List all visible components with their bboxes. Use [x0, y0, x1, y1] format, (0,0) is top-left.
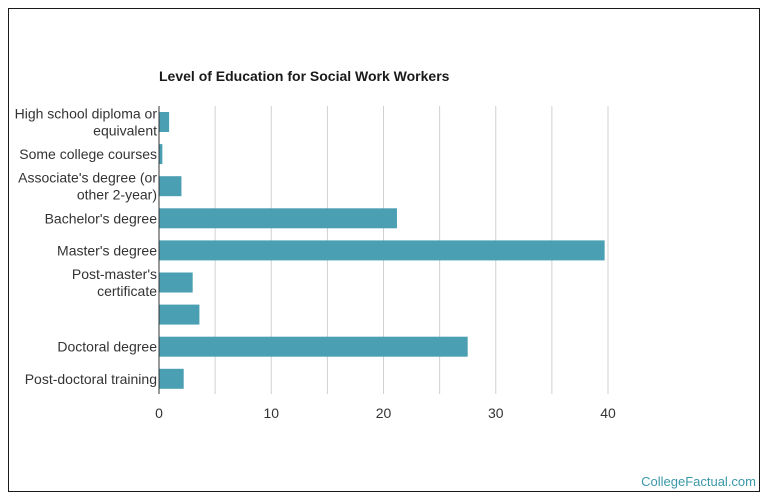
bar	[159, 144, 163, 165]
category-label: Master's degree	[57, 242, 157, 258]
bar	[159, 176, 182, 197]
bar	[159, 368, 184, 389]
x-tick-label: 40	[600, 405, 616, 421]
chart-title: Level of Education for Social Work Worke…	[159, 68, 450, 84]
bar	[159, 240, 605, 261]
bar	[159, 336, 468, 357]
bar	[159, 272, 193, 293]
credit-link[interactable]: CollegeFactual.com	[641, 474, 756, 489]
category-label: Post-master's	[72, 266, 157, 282]
bars	[159, 112, 605, 389]
category-label: equivalent	[93, 123, 157, 139]
bar	[159, 304, 200, 325]
category-label: Associate's degree (or	[18, 170, 157, 186]
category-label: Some college courses	[19, 146, 157, 162]
x-tick-label: 20	[376, 405, 392, 421]
category-label: Doctoral degree	[57, 339, 157, 355]
category-label: High school diploma or	[15, 106, 158, 122]
category-label: Post-doctoral training	[25, 371, 157, 387]
x-tick-label: 0	[155, 405, 163, 421]
category-label: Bachelor's degree	[45, 210, 158, 226]
x-tick-label: 10	[263, 405, 279, 421]
category-label: certificate	[97, 283, 157, 299]
x-axis-ticks: 0 10 20 30 40	[155, 405, 616, 421]
bar	[159, 208, 397, 229]
x-tick-label: 30	[488, 405, 504, 421]
bar	[159, 112, 170, 132]
category-label: other 2-year)	[77, 187, 157, 203]
